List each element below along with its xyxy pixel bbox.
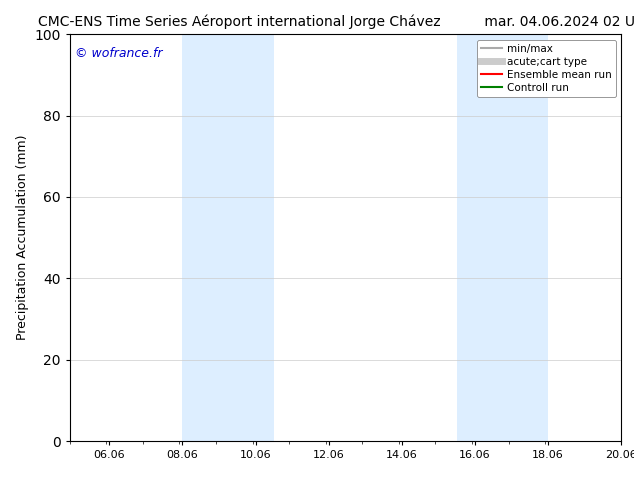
Bar [456, 34, 548, 441]
Y-axis label: Precipitation Accumulation (mm): Precipitation Accumulation (mm) [16, 135, 29, 341]
Bar [183, 34, 274, 441]
Title: CMC-ENS Time Series Aéroport international Jorge Chávez          mar. 04.06.2024: CMC-ENS Time Series Aéroport internation… [38, 15, 634, 29]
Text: © wofrance.fr: © wofrance.fr [75, 47, 163, 59]
Legend: min/max, acute;cart type, Ensemble mean run, Controll run: min/max, acute;cart type, Ensemble mean … [477, 40, 616, 97]
